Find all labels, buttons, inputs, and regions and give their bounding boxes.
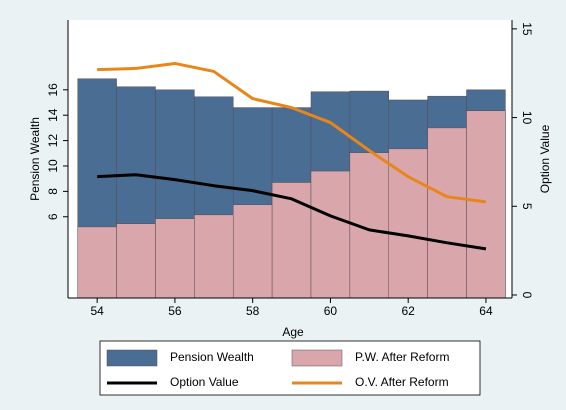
plot-layer <box>77 61 506 299</box>
y2-tick-label: 5 <box>520 203 534 210</box>
bar <box>155 218 195 299</box>
y-tick-label: 14 <box>46 108 60 122</box>
y-tick-label: 16 <box>46 83 60 97</box>
y-tick-label: 12 <box>46 134 60 148</box>
y2-tick-label: 15 <box>520 22 534 36</box>
bar <box>77 226 117 299</box>
legend-swatch <box>291 349 343 367</box>
y-tick-label: 8 <box>46 188 60 195</box>
legend-swatch <box>106 349 158 367</box>
x-axis-title: Age <box>282 325 304 339</box>
y-tick-label: 10 <box>46 159 60 173</box>
line <box>97 61 487 204</box>
bar <box>232 204 273 299</box>
x-tick-label: 64 <box>479 304 493 318</box>
x-tick-label: 56 <box>168 304 182 318</box>
y-axis-title: Pension Wealth <box>28 117 42 201</box>
y2-tick-label: 0 <box>520 292 534 299</box>
bar <box>310 170 351 299</box>
bar <box>194 214 234 299</box>
legend <box>99 340 481 396</box>
x-tick-label: 54 <box>90 304 104 318</box>
legend-label: P.W. After Reform <box>355 350 449 364</box>
line <box>97 173 487 251</box>
bar <box>427 127 467 299</box>
bar <box>388 148 428 299</box>
legend-label: Option Value <box>170 375 239 389</box>
bar <box>466 110 506 299</box>
x-tick-label: 62 <box>402 304 416 318</box>
bar <box>271 182 312 299</box>
x-tick-label: 58 <box>246 304 260 318</box>
bar <box>116 223 156 299</box>
y-tick-label: 6 <box>46 213 60 220</box>
y2-tick-label: 10 <box>520 111 534 125</box>
x-tick-label: 60 <box>324 304 338 318</box>
y2-axis-title: Option Value <box>538 124 552 193</box>
legend-label: O.V. After Reform <box>355 375 449 389</box>
legend-label: Pension Wealth <box>170 350 254 364</box>
